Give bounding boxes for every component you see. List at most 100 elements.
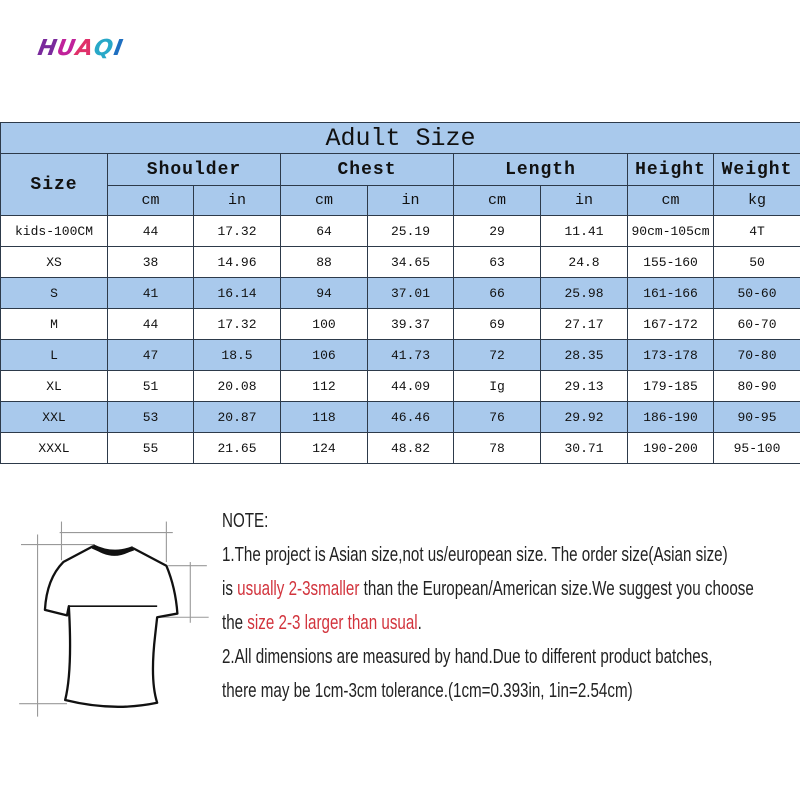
value-cell: 66 (453, 277, 541, 309)
unit-header-row: cm in cm in cm in cm kg (0, 185, 800, 216)
value-cell: 88 (280, 246, 368, 278)
value-cell: 20.08 (193, 370, 281, 402)
value-cell: 161-166 (627, 277, 714, 309)
note-line: is usually 2-3smaller than the European/… (222, 572, 799, 606)
value-cell: 14.96 (193, 246, 281, 278)
table-row: L 47 18.5 106 41.73 72 28.35 173-178 70-80 (0, 339, 800, 371)
table-row: XL 51 20.08 112 44.09 Ig 29.13 179-185 80-90 (0, 370, 800, 402)
value-cell: 70-80 (713, 339, 800, 371)
unit-header: in (367, 185, 454, 216)
shoulder-header: Shoulder (107, 153, 281, 186)
value-cell: 80-90 (713, 370, 800, 402)
value-cell: 47 (107, 339, 194, 371)
value-cell: 50-60 (713, 277, 800, 309)
value-cell: 4T (713, 215, 800, 247)
value-cell: 173-178 (627, 339, 714, 371)
size-header: Size (0, 153, 108, 216)
value-cell: 44.09 (367, 370, 454, 402)
size-cell: XL (0, 370, 108, 402)
size-cell: XXXL (0, 432, 108, 464)
note-text: . (417, 611, 422, 634)
value-cell: 41.73 (367, 339, 454, 371)
unit-header: in (193, 185, 281, 216)
value-cell: 34.65 (367, 246, 454, 278)
value-cell: 78 (453, 432, 541, 464)
value-cell: 94 (280, 277, 368, 309)
value-cell: 50 (713, 246, 800, 278)
size-cell: kids-100CM (0, 215, 108, 247)
note-text: the (222, 611, 248, 634)
value-cell: 11.41 (540, 215, 628, 247)
size-chart-table: Adult Size Size Shoulder Chest Length He… (0, 122, 800, 464)
value-cell: 106 (280, 339, 368, 371)
table-row: kids-100CM 44 17.32 64 25.19 29 11.41 90cm-105c… (0, 215, 800, 247)
value-cell: 25.98 (540, 277, 628, 309)
value-cell: 27.17 (540, 308, 628, 340)
group-header-row: Size Shoulder Chest Length Height Weight (0, 153, 800, 216)
size-cell: XS (0, 246, 108, 278)
value-cell: 69 (453, 308, 541, 340)
value-cell: 167-172 (627, 308, 714, 340)
value-cell: 186-190 (627, 401, 714, 433)
value-cell: Ig (453, 370, 541, 402)
size-cell: M (0, 308, 108, 340)
value-cell: 63 (453, 246, 541, 278)
value-cell: 90-95 (713, 401, 800, 433)
value-cell: 20.87 (193, 401, 281, 433)
value-cell: 17.32 (193, 215, 281, 247)
table-title: Adult Size (0, 122, 800, 154)
value-cell: 55 (107, 432, 194, 464)
brand-logo: HUAQI (36, 36, 126, 61)
table-row: XS 38 14.96 88 34.65 63 24.8 155-160 50 (0, 246, 800, 278)
unit-header: cm (280, 185, 368, 216)
table-row: XXL 53 20.87 118 46.46 76 29.92 186-190 90-95 (0, 401, 800, 433)
unit-header: cm (627, 185, 714, 216)
value-cell: 179-185 (627, 370, 714, 402)
length-header: Length (453, 153, 628, 186)
height-header: Height (627, 153, 714, 186)
value-cell: 46.46 (367, 401, 454, 433)
note-highlight: size 2-3 larger than usual (247, 611, 418, 634)
unit-header: cm (453, 185, 541, 216)
unit-header: cm (107, 185, 194, 216)
note-heading: NOTE: (222, 509, 269, 532)
value-cell: 25.19 (367, 215, 454, 247)
value-cell: 44 (107, 308, 194, 340)
size-cell: L (0, 339, 108, 371)
table-title-row: Adult Size (0, 122, 800, 154)
value-cell: 190-200 (627, 432, 714, 464)
note-line: there may be 1cm-3cm tolerance.(1cm=0.39… (222, 679, 633, 702)
t-shirt-measurement-icon (19, 521, 209, 717)
value-cell: 37.01 (367, 277, 454, 309)
value-cell: 17.32 (193, 308, 281, 340)
value-cell: 28.35 (540, 339, 628, 371)
note-line: 2.All dimensions are measured by hand.Du… (222, 645, 713, 668)
note-text: is (222, 577, 238, 600)
note-highlight: usually 2-3smaller (237, 577, 360, 600)
value-cell: 53 (107, 401, 194, 433)
chest-header: Chest (280, 153, 454, 186)
size-cell: XXL (0, 401, 108, 433)
value-cell: 155-160 (627, 246, 714, 278)
value-cell: 38 (107, 246, 194, 278)
note-text: than the European/American size.We sugge… (359, 577, 754, 600)
value-cell: 18.5 (193, 339, 281, 371)
value-cell: 48.82 (367, 432, 454, 464)
value-cell: 39.37 (367, 308, 454, 340)
table-row: XXXL 55 21.65 124 48.82 78 30.71 190-200 95-100 (0, 432, 800, 464)
value-cell: 29 (453, 215, 541, 247)
value-cell: 64 (280, 215, 368, 247)
value-cell: 41 (107, 277, 194, 309)
value-cell: 72 (453, 339, 541, 371)
unit-header: kg (713, 185, 800, 216)
value-cell: 21.65 (193, 432, 281, 464)
value-cell: 29.92 (540, 401, 628, 433)
value-cell: 44 (107, 215, 194, 247)
weight-header: Weight (713, 153, 800, 186)
value-cell: 118 (280, 401, 368, 433)
value-cell: 90cm-105cm (627, 215, 714, 247)
value-cell: 60-70 (713, 308, 800, 340)
value-cell: 24.8 (540, 246, 628, 278)
value-cell: 16.14 (193, 277, 281, 309)
value-cell: 51 (107, 370, 194, 402)
